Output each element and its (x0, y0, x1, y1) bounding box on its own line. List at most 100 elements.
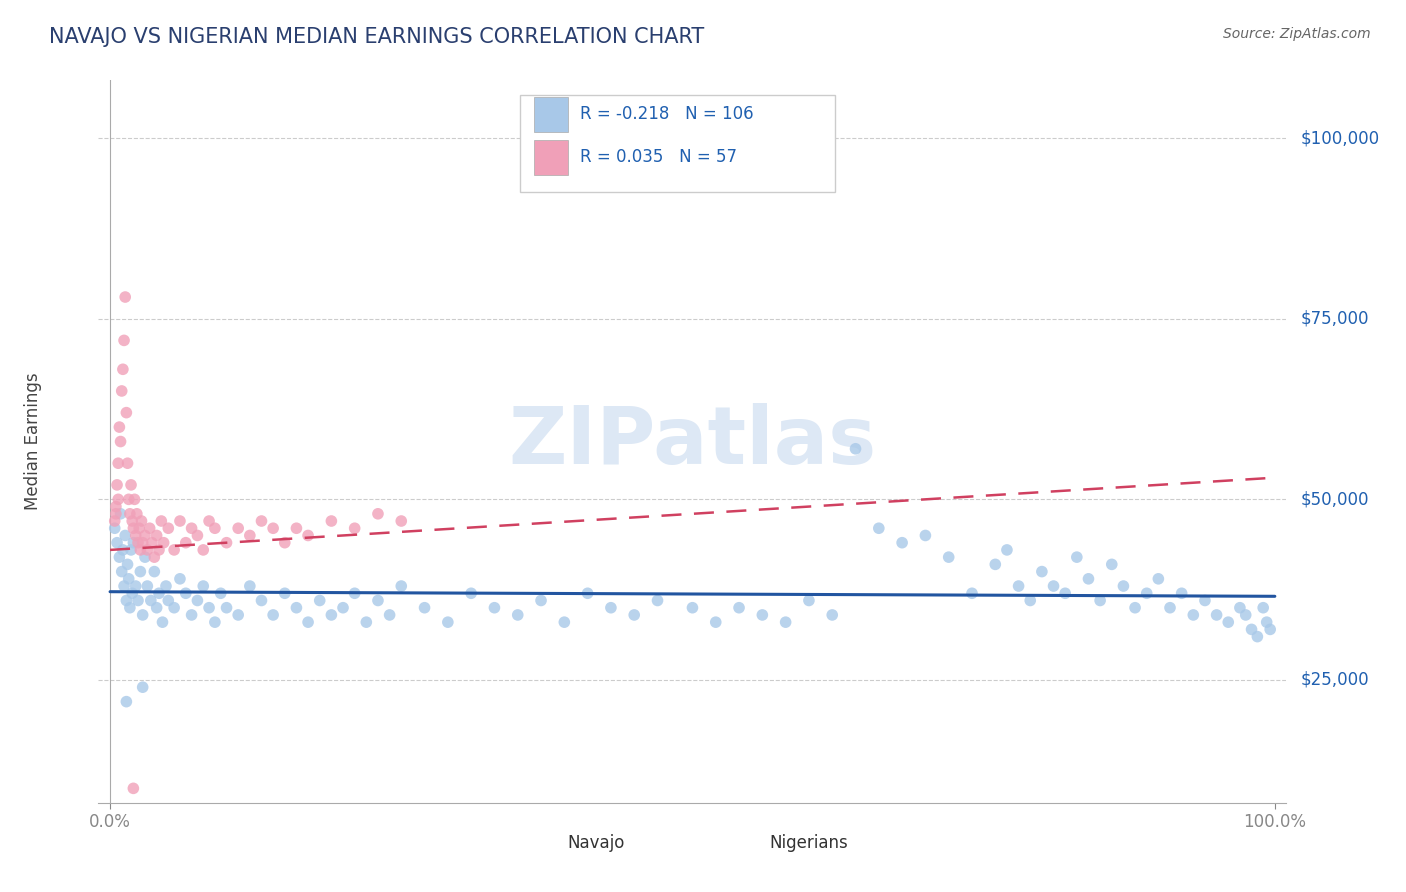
Text: R = -0.218   N = 106: R = -0.218 N = 106 (579, 105, 754, 123)
Point (262, 521, 284, 535)
Point (1088, 593, 1111, 607)
Point (1019, 593, 1042, 607)
Point (157, 521, 180, 535)
Point (125, 507, 148, 521)
Point (193, 579, 215, 593)
Point (1182, 607, 1205, 622)
Point (239, 528, 262, 542)
Point (1194, 593, 1216, 607)
Point (506, 607, 529, 622)
Point (155, 579, 177, 593)
Point (960, 586, 983, 600)
Point (332, 600, 354, 615)
Point (118, 492, 141, 507)
Point (114, 528, 136, 542)
Point (285, 521, 308, 535)
Point (484, 600, 506, 615)
Point (117, 456, 139, 470)
Point (530, 593, 553, 607)
Point (215, 600, 238, 615)
Point (163, 600, 186, 615)
Point (110, 434, 132, 449)
Point (1240, 623, 1263, 637)
FancyBboxPatch shape (520, 95, 835, 193)
Point (105, 535, 128, 549)
Point (297, 615, 319, 630)
Point (131, 514, 153, 528)
Point (367, 593, 389, 607)
Point (121, 514, 143, 528)
Point (131, 680, 153, 694)
Point (751, 607, 773, 622)
Point (180, 521, 202, 535)
Point (148, 542, 170, 557)
Point (367, 507, 389, 521)
Point (125, 528, 148, 542)
Point (356, 615, 378, 630)
Point (274, 586, 297, 600)
Point (1031, 565, 1053, 579)
Point (285, 600, 308, 615)
Point (1218, 615, 1240, 630)
Point (131, 535, 153, 549)
Text: $25,000: $25,000 (1301, 671, 1369, 689)
Point (108, 550, 131, 565)
Point (1042, 579, 1064, 593)
Point (198, 514, 221, 528)
Point (1159, 600, 1181, 615)
Point (138, 521, 160, 535)
Point (174, 535, 197, 549)
Point (553, 615, 575, 630)
Point (152, 535, 174, 549)
Point (145, 528, 167, 542)
Point (389, 514, 412, 528)
Point (1054, 586, 1077, 600)
Point (226, 607, 249, 622)
Point (204, 615, 226, 630)
Point (984, 558, 1007, 572)
Point (186, 528, 208, 542)
Point (1136, 586, 1159, 600)
Point (343, 521, 366, 535)
Point (704, 615, 727, 630)
Point (111, 565, 134, 579)
Point (1147, 572, 1170, 586)
Point (112, 579, 135, 593)
Point (186, 593, 208, 607)
Point (262, 607, 284, 622)
Point (129, 542, 152, 557)
Point (198, 600, 221, 615)
Bar (536, 831, 562, 855)
Point (1258, 623, 1281, 637)
Point (122, 535, 145, 549)
Text: Source: ZipAtlas.com: Source: ZipAtlas.com (1223, 27, 1371, 41)
Point (117, 558, 139, 572)
Point (1205, 607, 1227, 622)
Bar (534, 140, 568, 175)
Point (127, 535, 149, 549)
Point (115, 695, 138, 709)
Point (107, 492, 129, 507)
Point (797, 593, 820, 607)
Point (136, 542, 159, 557)
Point (163, 542, 186, 557)
Point (274, 535, 297, 549)
Point (1246, 630, 1268, 644)
Point (145, 600, 167, 615)
Point (728, 600, 751, 615)
Point (215, 535, 238, 549)
Text: $100,000: $100,000 (1301, 129, 1379, 147)
Point (150, 514, 173, 528)
Point (250, 593, 273, 607)
Point (129, 565, 152, 579)
Point (111, 542, 134, 557)
Point (120, 478, 142, 492)
Point (891, 535, 914, 549)
Point (775, 615, 797, 630)
Point (143, 565, 166, 579)
Point (1077, 572, 1099, 586)
Point (120, 542, 142, 557)
Point (1229, 600, 1251, 615)
Point (1234, 607, 1257, 622)
Point (995, 542, 1018, 557)
